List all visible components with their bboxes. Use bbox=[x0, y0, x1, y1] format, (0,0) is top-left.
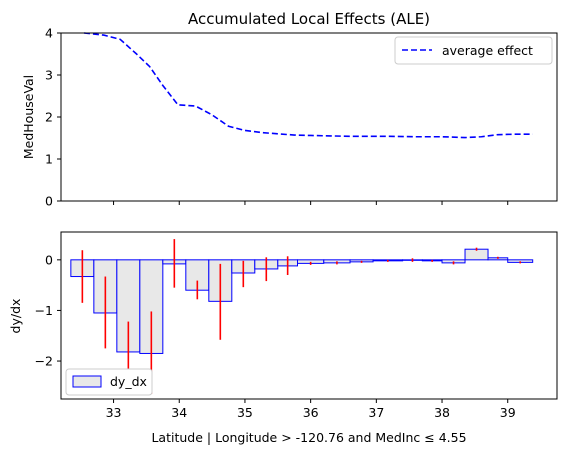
bottom-xtick-label: 35 bbox=[237, 405, 253, 420]
top-legend-box bbox=[394, 36, 553, 65]
bottom-plot-frame bbox=[60, 231, 558, 400]
bottom-bars-layer bbox=[70, 248, 534, 354]
bottom-xtick-label: 33 bbox=[106, 405, 122, 420]
top-panel: Accumulated Local Effects (ALE) MedHouse… bbox=[21, 10, 558, 209]
bottom-x-axis-label: Latitude | Longitude > -120.76 and MedIn… bbox=[151, 430, 466, 445]
bottom-xtick-label: 36 bbox=[303, 405, 319, 420]
top-ytick-label: 2 bbox=[45, 110, 53, 125]
legend-label-dy-dx: dy_dx bbox=[110, 374, 147, 389]
bottom-xtick-label: 38 bbox=[434, 405, 450, 420]
bottom-ytick-label: −1 bbox=[35, 303, 53, 318]
bottom-xtick-label: 34 bbox=[171, 405, 187, 420]
top-ytick-label: 4 bbox=[45, 26, 53, 41]
top-ytick-label: 1 bbox=[45, 152, 53, 167]
top-y-axis-label: MedHouseVal bbox=[21, 75, 36, 159]
bottom-ytick-label: 0 bbox=[45, 252, 53, 267]
top-ytick-label: 0 bbox=[45, 194, 53, 209]
top-axes-ticks: 0 1 2 3 4 bbox=[45, 26, 509, 209]
bottom-ytick-label: −2 bbox=[35, 354, 53, 369]
bottom-axes-ticks: 0 −1 −2 33 34 35 36 37 38 39 bbox=[35, 252, 516, 420]
dy-dx-bar bbox=[464, 248, 489, 261]
bottom-xtick-label: 37 bbox=[368, 405, 384, 420]
top-ytick-label: 3 bbox=[45, 68, 53, 83]
average-effect-line bbox=[83, 32, 533, 139]
top-series-layer bbox=[83, 32, 533, 139]
legend-label-average-effect: average effect bbox=[442, 43, 533, 58]
bottom-xtick-label: 39 bbox=[500, 405, 516, 420]
bottom-y-axis-label: dy/dx bbox=[8, 299, 23, 334]
top-plot-frame bbox=[60, 32, 558, 202]
bottom-panel: dy/dx Latitude | Longitude > -120.76 and… bbox=[8, 231, 558, 445]
chart-title: Accumulated Local Effects (ALE) bbox=[188, 10, 430, 28]
top-legend: average effect bbox=[394, 36, 553, 65]
legend-bar-icon bbox=[72, 375, 102, 388]
bottom-legend: dy_dx bbox=[65, 368, 153, 396]
